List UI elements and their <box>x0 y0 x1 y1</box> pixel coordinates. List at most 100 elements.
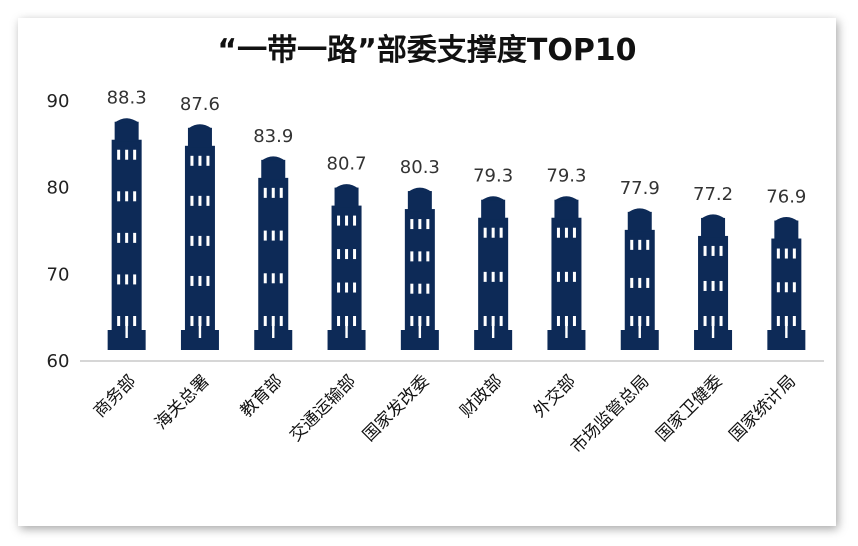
bar-window <box>703 245 707 256</box>
bar-window <box>353 249 357 260</box>
bar-window <box>190 195 194 206</box>
bar-chart: “一带一路”部委支撑度TOP10 60 70 80 90 88.3 87.6 83.9 80… <box>47 33 824 458</box>
bar-window <box>711 316 715 326</box>
bar-window <box>638 239 642 250</box>
bar-window <box>337 215 341 226</box>
bar-roof <box>187 124 212 129</box>
bar-window <box>279 273 283 284</box>
bar-door <box>711 322 715 338</box>
bar-window <box>117 149 121 160</box>
bar-base <box>474 330 513 350</box>
bar-window <box>410 219 414 230</box>
bar-window <box>263 273 267 284</box>
bar-window <box>345 249 349 260</box>
bar-tower <box>261 159 286 180</box>
value-label: 79.3 <box>546 166 586 187</box>
bar <box>254 156 293 350</box>
bar-door <box>345 322 348 338</box>
bar-body <box>184 145 215 348</box>
bar-window <box>206 316 210 326</box>
bar-base <box>327 330 366 350</box>
bar-window <box>792 316 796 326</box>
bar-window <box>345 316 349 326</box>
bar-window <box>499 271 503 282</box>
bar-window <box>117 274 121 285</box>
bar-base <box>547 330 586 350</box>
bar-base <box>694 330 733 350</box>
bar-window <box>271 316 275 326</box>
bar-window <box>133 316 137 326</box>
bar-window <box>776 248 780 259</box>
bar-window <box>646 316 650 326</box>
bar-window <box>337 316 341 326</box>
bar-window <box>564 227 568 238</box>
value-label: 88.3 <box>107 88 147 109</box>
category-label: 教育部 <box>237 371 287 421</box>
value-label: 80.7 <box>327 154 367 175</box>
bar-roof <box>701 214 726 219</box>
chart-title: “一带一路”部委支撑度TOP10 <box>217 33 636 68</box>
category-label: 国家发改委 <box>359 371 433 445</box>
bar-window <box>198 195 202 206</box>
category-label: 财政部 <box>456 371 506 421</box>
bar-base <box>767 330 806 350</box>
bar-window <box>572 316 576 326</box>
bar-window <box>572 271 576 282</box>
value-label: 79.3 <box>473 166 513 187</box>
bar-window <box>776 316 780 326</box>
bar-window <box>483 227 487 238</box>
bar-door <box>491 322 495 338</box>
bar-tower <box>407 191 432 212</box>
category-label: 商务部 <box>90 371 140 421</box>
bar-window <box>410 283 414 294</box>
bar-window <box>125 149 129 160</box>
bar-window <box>719 280 723 291</box>
bar-roof <box>481 196 506 201</box>
value-label: 77.9 <box>620 178 660 199</box>
bar-base <box>107 330 146 350</box>
bar <box>180 124 219 350</box>
bar-window <box>198 316 202 326</box>
bar-window <box>125 274 129 285</box>
bar-door <box>638 322 641 338</box>
bar <box>547 196 586 350</box>
bar-window <box>646 239 650 250</box>
bar-roof <box>261 156 286 161</box>
category-label: 市场监管总局 <box>567 371 653 457</box>
bar-window <box>133 232 137 243</box>
bar-window <box>630 239 634 250</box>
value-label: 87.6 <box>180 94 220 115</box>
bar-window <box>572 227 576 238</box>
bar-window <box>564 316 568 326</box>
bar-roof <box>774 217 799 222</box>
category-label: 国家统计局 <box>726 371 800 445</box>
bar-window <box>426 251 430 262</box>
y-tick-label: 80 <box>47 178 70 199</box>
bar <box>327 184 366 350</box>
bar-door <box>785 322 788 338</box>
bar-window <box>125 316 129 326</box>
bar-window <box>337 249 341 260</box>
bar-window <box>345 282 349 293</box>
bar-base <box>400 330 439 350</box>
bar-window <box>206 195 210 206</box>
category-label: 外交部 <box>530 371 580 421</box>
bar-window <box>792 248 796 259</box>
category-label: 国家卫健委 <box>652 371 726 445</box>
bar-window <box>630 277 634 288</box>
bar-window <box>198 155 202 166</box>
bar-window <box>410 251 414 262</box>
bar-window <box>426 316 430 326</box>
bar-window <box>345 215 349 226</box>
y-axis: 60 70 80 90 <box>47 91 70 372</box>
bar-base <box>254 330 293 350</box>
category-label: 海关总署 <box>151 371 213 433</box>
bar-window <box>133 149 137 160</box>
bar-window <box>630 316 634 326</box>
bar-window <box>271 187 275 198</box>
bar-window <box>418 283 422 294</box>
bar-window <box>190 316 194 326</box>
bar-window <box>703 316 707 326</box>
bar-window <box>491 316 495 326</box>
bar-window <box>125 232 129 243</box>
